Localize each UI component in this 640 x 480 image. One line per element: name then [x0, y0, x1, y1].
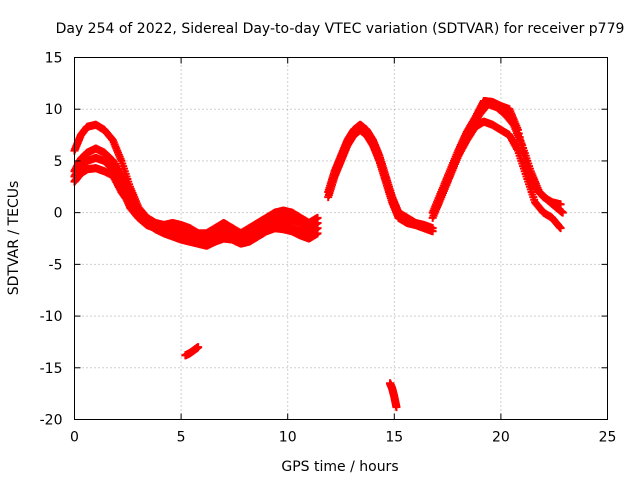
x-tick-label: 0	[70, 430, 79, 446]
axis-ticks: 0 5 10 15 20 25 -20 -15 -10 -5 0 5 10 15	[40, 51, 617, 446]
x-tick-label: 25	[599, 430, 617, 446]
x-tick-label: 5	[177, 430, 186, 446]
grid-lines	[74, 57, 608, 420]
series-track-11	[432, 100, 567, 217]
data-point	[313, 218, 322, 227]
y-tick-label: 5	[54, 154, 63, 170]
y-tick-label: 10	[45, 102, 63, 118]
x-axis-label: GPS time / hours	[281, 459, 398, 475]
x-tick-label: 10	[279, 430, 297, 446]
series-track-6	[324, 120, 437, 233]
y-tick-label: -15	[40, 361, 63, 377]
data-point	[392, 403, 401, 412]
y-tick-label: -20	[40, 413, 63, 429]
data-point	[194, 343, 203, 352]
series-track-7	[324, 125, 437, 236]
x-tick-label: 20	[492, 430, 510, 446]
y-tick-label: 15	[45, 51, 63, 67]
data-point	[313, 229, 322, 238]
chart-title: Day 254 of 2022, Sidereal Day-to-day VTE…	[56, 21, 625, 37]
series-track-5	[181, 343, 203, 360]
y-tick-label: -10	[40, 309, 63, 325]
series-track-8	[386, 379, 401, 412]
y-tick-label: -5	[49, 257, 63, 273]
data-points	[70, 96, 567, 412]
y-tick-label: 0	[54, 206, 63, 222]
plot-frame	[74, 57, 608, 420]
x-tick-label: 15	[385, 430, 403, 446]
y-axis-label: SDTVAR / TECUs	[6, 181, 22, 296]
data-point	[556, 224, 565, 233]
series-track-4	[70, 164, 322, 250]
data-point	[558, 208, 567, 217]
data-point	[428, 227, 437, 236]
